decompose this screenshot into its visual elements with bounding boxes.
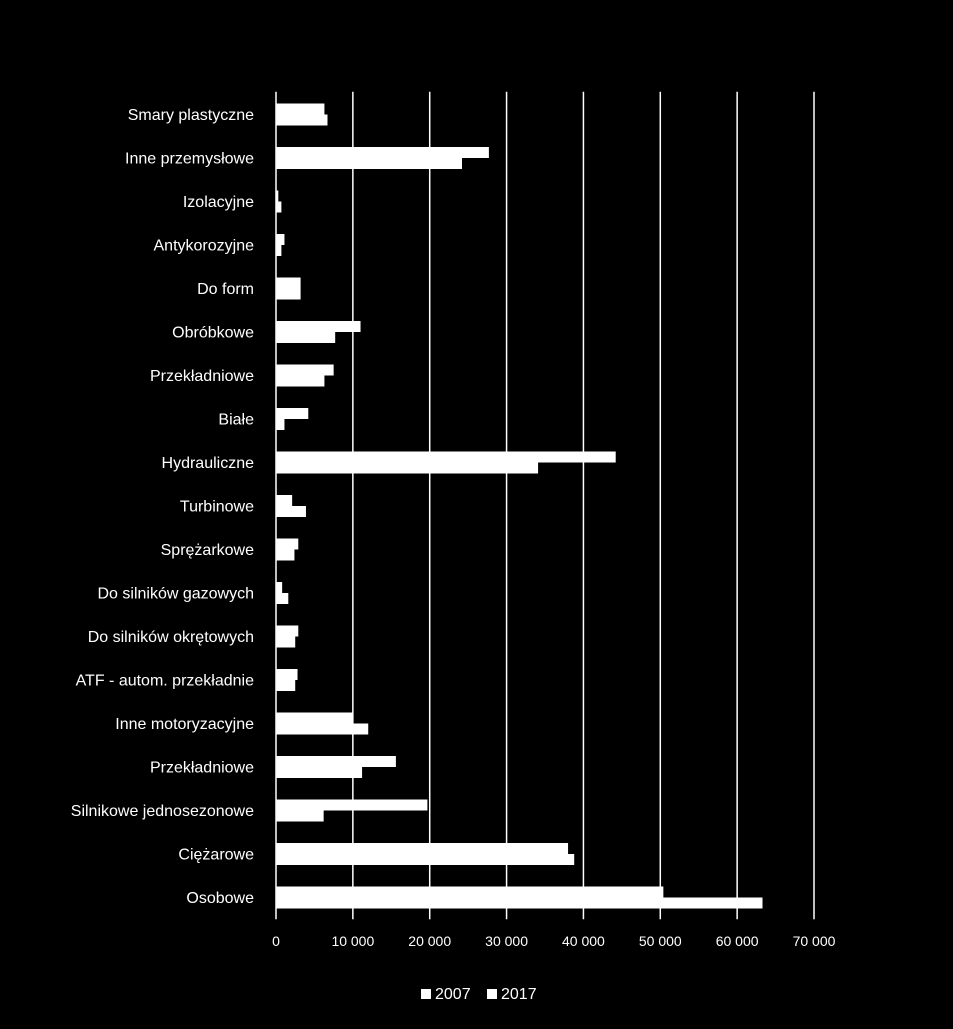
bar-2017 [276,375,325,387]
bar-2017 [276,897,763,909]
category-label: Izolacyjne [183,194,254,211]
category-label: Białe [218,412,254,429]
bar-2007 [276,451,616,463]
category-label: Ciężarowe [178,847,254,864]
bar-2007 [276,625,299,637]
bar-2017 [276,245,282,256]
bar-2007 [276,669,298,680]
x-tick-label: 30 000 [485,933,528,949]
category-label: Do form [197,281,254,298]
x-tick-label: 10 000 [331,933,374,949]
bar-2007 [276,582,283,593]
bar-2007 [276,103,325,115]
bar-2007 [276,190,279,202]
bar-2007 [276,886,664,898]
bar-2007 [276,538,299,550]
category-labels: Smary plastyczne Inne przemysłowe Izolacyj… [71,107,254,907]
x-tick-label: 40 000 [562,933,605,949]
legend-swatch [421,989,431,999]
category-label: Antykorozyjne [154,238,255,255]
gridlines [275,91,815,920]
category-label: Silnikowe jednosezonowe [71,803,254,820]
legend-label: 2017 [501,986,537,1003]
category-label: Obróbkowe [172,325,254,342]
category-label: Hydrauliczne [162,455,255,472]
bar-2007 [276,408,309,419]
x-tick-label: 20 000 [408,933,451,949]
bar-2017 [276,549,295,561]
bar-2017 [276,158,462,169]
x-tick-labels: 0 10 000 20 000 30 000 40 000 50 000 60 000 70 … [272,933,836,949]
bar-2017 [276,506,306,517]
bar-2017 [276,767,363,778]
bar-2017 [276,593,289,604]
bar-2017 [276,201,282,213]
category-label: ATF - autom. przekładnie [76,673,255,690]
legend: 2007 2017 [421,986,537,1003]
bar-2017 [276,419,285,430]
bar-2017 [276,332,336,343]
bar-2007 [276,712,353,724]
category-label: Inne przemysłowe [125,151,254,168]
bar-2007 [276,321,361,332]
bar-2017 [276,810,324,822]
bar-2007 [276,234,285,245]
bar-2007 [276,277,301,289]
x-tick-label: 50 000 [639,933,682,949]
bar-2007 [276,147,489,158]
bar-2017 [276,114,328,126]
bar-2017 [276,288,301,300]
bar-2017 [276,636,296,648]
bar-2017 [276,680,296,691]
category-label: Inne motoryzacyjne [115,716,254,733]
x-tick-label: 60 000 [716,933,759,949]
category-label: Przekładniowe [150,368,254,385]
bar-2017 [276,462,539,474]
legend-swatch [487,989,497,999]
category-label: Smary plastyczne [128,107,254,124]
category-label: Do silników okrętowych [88,629,254,646]
category-label: Turbinowe [180,499,254,516]
bar-2007 [276,843,569,854]
category-label: Sprężarkowe [161,542,254,559]
x-tick-label: 0 [272,933,280,949]
bar-2017 [276,723,369,735]
category-label: Osobowe [186,890,254,907]
bar-2007 [276,364,334,376]
x-tick-label: 70 000 [793,933,836,949]
bars [276,103,763,909]
legend-label: 2007 [435,986,471,1003]
bar-2007 [276,756,396,767]
bar-2007 [276,799,428,811]
category-label: Do silników gazowych [97,586,254,603]
bar-2007 [276,495,293,506]
category-label: Przekładniowe [150,760,254,777]
bar-2017 [276,854,575,865]
